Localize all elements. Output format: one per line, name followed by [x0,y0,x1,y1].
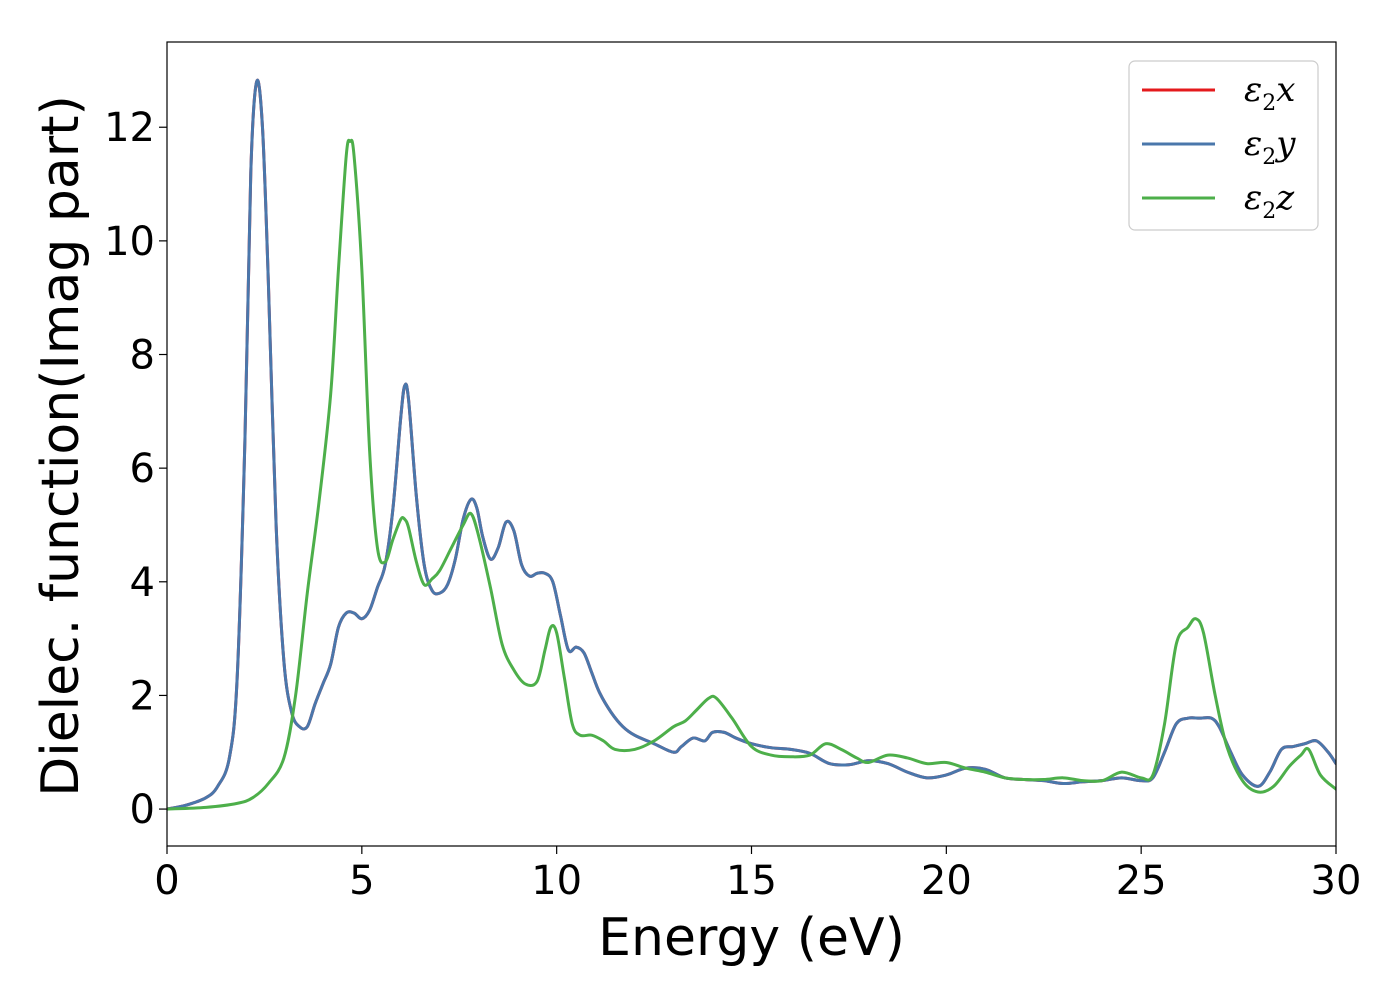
legend-label: ε2y [1244,124,1296,170]
x-tick-label: 5 [349,858,374,904]
legend: ε2x ε2y ε2z [1128,60,1319,231]
y-axis-title: Dielec. function(Imag part) [31,95,91,797]
x-tick-label: 0 [154,858,179,904]
y-axis: 0 2 4 6 8 10 12 [104,105,167,833]
y-tick-label: 2 [130,673,155,719]
y-tick-label: 10 [104,219,155,265]
x-axis-title: Energy (eV) [598,908,905,968]
legend-label: ε2z [1244,178,1295,224]
x-tick-label: 30 [1311,858,1362,904]
series-line-y [167,78,1336,811]
series-line-z [167,138,1336,811]
x-tick-label: 20 [921,858,972,904]
x-tick-label: 25 [1116,858,1167,904]
y-tick-label: 8 [130,333,155,379]
y-tick-label: 0 [130,787,155,833]
x-axis: 0 5 10 15 20 25 30 [154,846,1361,904]
x-tick-label: 15 [726,858,777,904]
y-tick-label: 12 [104,105,155,151]
legend-box [1128,60,1319,231]
legend-label: ε2x [1244,70,1295,116]
y-tick-label: 4 [130,560,155,606]
plot-area [167,78,1336,811]
x-tick-label: 10 [531,858,582,904]
y-tick-label: 6 [130,446,155,492]
